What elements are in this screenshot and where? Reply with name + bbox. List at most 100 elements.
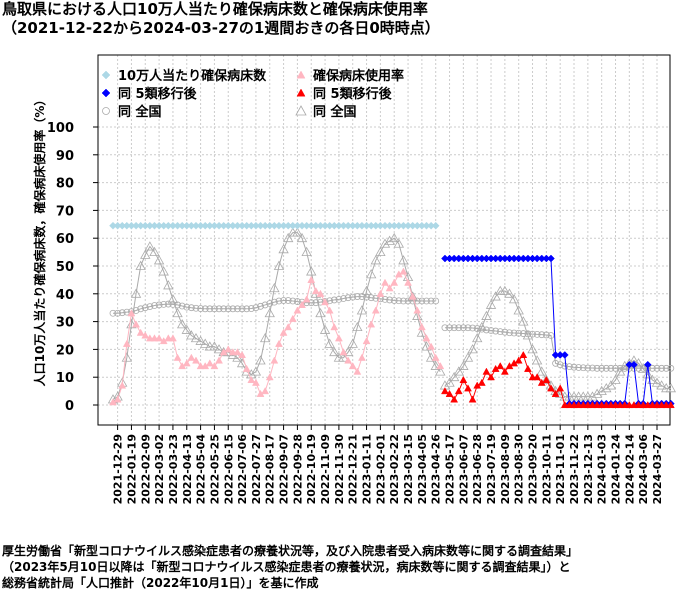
point-beds_national: [349, 293, 357, 301]
point-usage: [302, 295, 311, 303]
point-usage_national: [412, 310, 423, 320]
point-beds_national: [432, 297, 440, 305]
x-tick-label: 2023-09-20: [527, 434, 540, 505]
plot-frame: [97, 54, 671, 426]
point-usage_national: [425, 352, 437, 362]
x-tick-label: 2023-11-22: [568, 434, 581, 504]
point-beds5_national: [487, 327, 495, 334]
point-usage5_national: [508, 294, 520, 304]
point-beds_national: [247, 305, 255, 312]
y-tick-label: 10: [56, 371, 74, 386]
point-beds_national: [400, 297, 407, 305]
legend-label-usage_national: 同 全国: [313, 104, 357, 120]
point-usage_national: [126, 319, 137, 329]
x-tick-label: 2022-11-30: [333, 434, 346, 505]
legend-item-beds: 10万人当たり確保病床数: [101, 68, 267, 84]
point-beds_national: [197, 305, 204, 312]
legend-label-usage: 確保病床使用率: [313, 68, 404, 84]
point-beds_national: [238, 305, 246, 313]
legend-item-beds5: 同 5類移行後: [101, 86, 198, 102]
y-tick-label: 20: [56, 343, 74, 358]
point-usage_national: [421, 341, 432, 351]
point-beds5_national: [662, 364, 670, 372]
y-tick-label: 0: [65, 399, 74, 414]
x-tick-label: 2022-07-06: [236, 434, 249, 505]
x-tick-label: 2022-08-17: [264, 434, 277, 504]
x-tick-label: 2023-10-11: [540, 434, 553, 504]
point-usage: [210, 362, 219, 370]
legend-label-usage5: 同 5類移行後: [313, 86, 393, 102]
x-tick-label: 2024-03-06: [637, 434, 650, 505]
series-beds_national: [109, 293, 440, 317]
point-usage5: [445, 389, 454, 397]
legend-item-usage_national: 同 全国: [295, 104, 357, 120]
point-usage5: [487, 373, 495, 381]
x-tick-label: 2022-05-04: [195, 434, 208, 505]
point-usage_national: [163, 280, 174, 290]
point-usage5: [523, 364, 532, 372]
point-beds_national: [381, 295, 389, 303]
point-beds_national: [178, 302, 186, 310]
point-usage_national: [347, 338, 358, 348]
point-usage: [279, 328, 288, 336]
point-beds5: [560, 351, 569, 359]
point-beds5_national: [510, 329, 518, 337]
x-tick-label: 2023-05-17: [444, 434, 457, 504]
point-beds_national: [418, 297, 426, 305]
y-tick-label: 80: [56, 177, 74, 192]
point-beds_national: [275, 297, 283, 305]
point-beds5_national: [496, 328, 504, 336]
point-usage_national: [255, 355, 266, 365]
series-line-usage5_national: [444, 290, 671, 398]
point-usage5_national: [637, 363, 649, 373]
x-tick-label: 2022-09-28: [291, 434, 304, 504]
x-tick-label: 2021-12-29: [112, 434, 125, 504]
point-usage_national: [158, 266, 169, 276]
point-usage_national: [306, 266, 317, 276]
point-usage_national: [292, 227, 303, 237]
point-usage5_national: [485, 299, 497, 309]
point-beds5_national: [459, 324, 467, 332]
point-usage: [122, 339, 131, 347]
x-tick-label: 2023-11-01: [554, 434, 567, 504]
x-tick-label: 2023-07-19: [485, 434, 498, 504]
point-usage_national: [181, 324, 192, 334]
point-beds_national: [211, 305, 218, 313]
point-beds_national: [395, 297, 403, 305]
point-usage5: [556, 384, 565, 392]
point-beds5_national: [455, 324, 463, 332]
point-usage_national: [264, 307, 275, 318]
point-beds5_national: [607, 364, 615, 372]
point-beds5_national: [506, 329, 513, 337]
point-beds5_national: [556, 361, 564, 369]
point-beds_national: [229, 305, 237, 313]
point-usage: [261, 387, 270, 395]
point-beds_national: [261, 301, 269, 309]
point-usage_national: [200, 338, 211, 348]
legend-marker-beds5: [101, 88, 111, 98]
x-tick-label: 2022-04-13: [181, 434, 194, 504]
point-usage5_national: [462, 352, 474, 362]
x-tick-label: 2022-02-09: [139, 434, 152, 504]
point-usage_national: [140, 249, 151, 259]
point-beds5_national: [653, 364, 661, 372]
point-beds5_national: [639, 364, 647, 372]
point-usage: [358, 353, 366, 361]
x-tick-label: 2022-03-23: [167, 434, 180, 504]
point-beds5_national: [464, 324, 472, 332]
point-usage_national: [296, 232, 308, 243]
point-beds5_national: [570, 363, 578, 371]
point-usage5_national: [614, 366, 626, 376]
point-beds_national: [280, 297, 287, 304]
point-usage: [399, 267, 408, 275]
point-beds_national: [201, 305, 209, 313]
point-usage_national: [319, 324, 331, 334]
point-beds_national: [243, 305, 251, 313]
point-usage5_national: [555, 388, 566, 398]
source-note: 厚生労働省「新型コロナウイルス感染症患者の療養状況等，及び入院患者受入病床数等に…: [2, 543, 578, 591]
x-tick-label: 2023-04-26: [430, 434, 443, 505]
point-beds5_national: [593, 364, 601, 372]
point-usage: [417, 323, 426, 331]
